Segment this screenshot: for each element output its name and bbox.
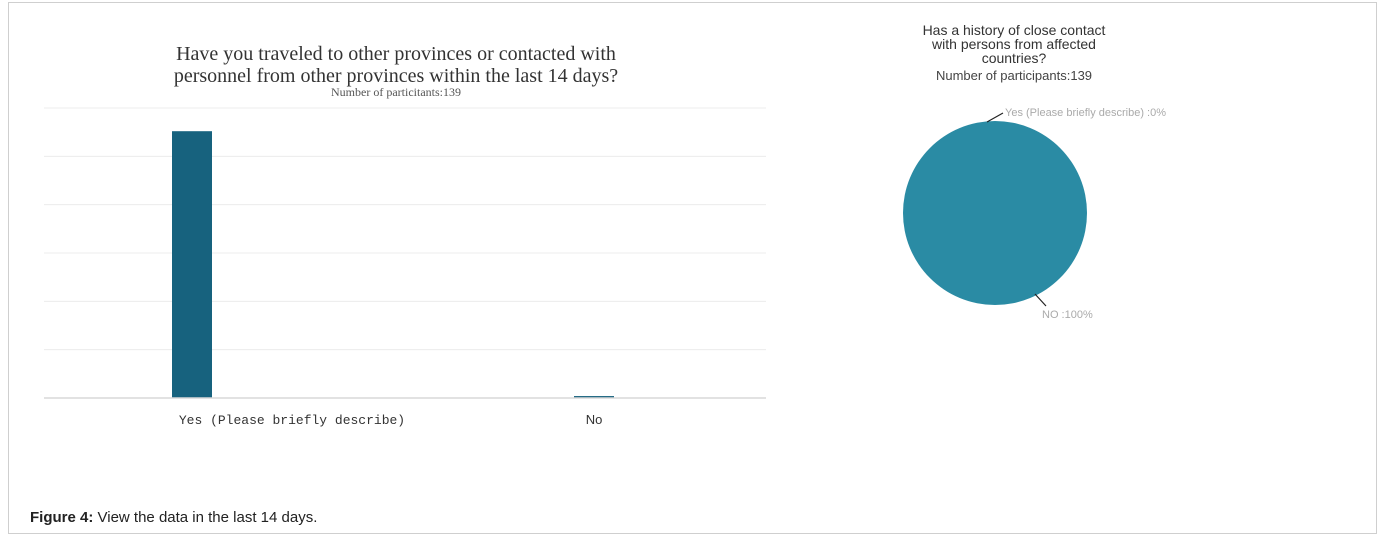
bar-x-tick-label: No [586, 412, 603, 427]
pie-slice-label: Yes (Please briefly describe) :0% [1005, 107, 1166, 119]
figure-caption: Figure 4: View the data in the last 14 d… [30, 509, 317, 526]
pie-chart-subtitle: Number of participants:139 [936, 68, 1092, 83]
bar-series [172, 131, 614, 398]
pie-slice-label: NO :100% [1042, 309, 1093, 321]
bar-chart-subtitle: Number of particitants:139 [331, 85, 461, 99]
pie-chart-title-line3: countries? [982, 50, 1047, 66]
figure-caption-label: Figure 4: [30, 509, 94, 526]
figure-caption-text: View the data in the last 14 days. [93, 509, 318, 526]
bar-chart: Have you traveled to other provinces or … [44, 43, 766, 428]
pie-chart-title-line2: with persons from affected [931, 36, 1096, 52]
pie-chart: Has a history of close contact with pers… [903, 22, 1166, 321]
pie-chart-title-line1: Has a history of close contact [923, 22, 1106, 38]
bar-chart-title-line2: personnel from other provinces within th… [174, 65, 618, 87]
bar-gridlines [44, 107, 766, 351]
pie-slice [903, 121, 1087, 305]
bar-x-tick-label: Yes (Please briefly describe) [179, 413, 405, 428]
pie-slices: Yes (Please briefly describe) :0% NO :100… [903, 107, 1166, 321]
bar [172, 131, 212, 398]
bar-chart-title-line1: Have you traveled to other provinces or … [176, 43, 616, 65]
pie-leader-line [986, 112, 1004, 123]
figure-frame [8, 2, 1377, 534]
pie-leader-line [1034, 293, 1047, 307]
bar [574, 396, 614, 398]
bar-x-tick-labels: Yes (Please briefly describe) No [179, 412, 602, 428]
